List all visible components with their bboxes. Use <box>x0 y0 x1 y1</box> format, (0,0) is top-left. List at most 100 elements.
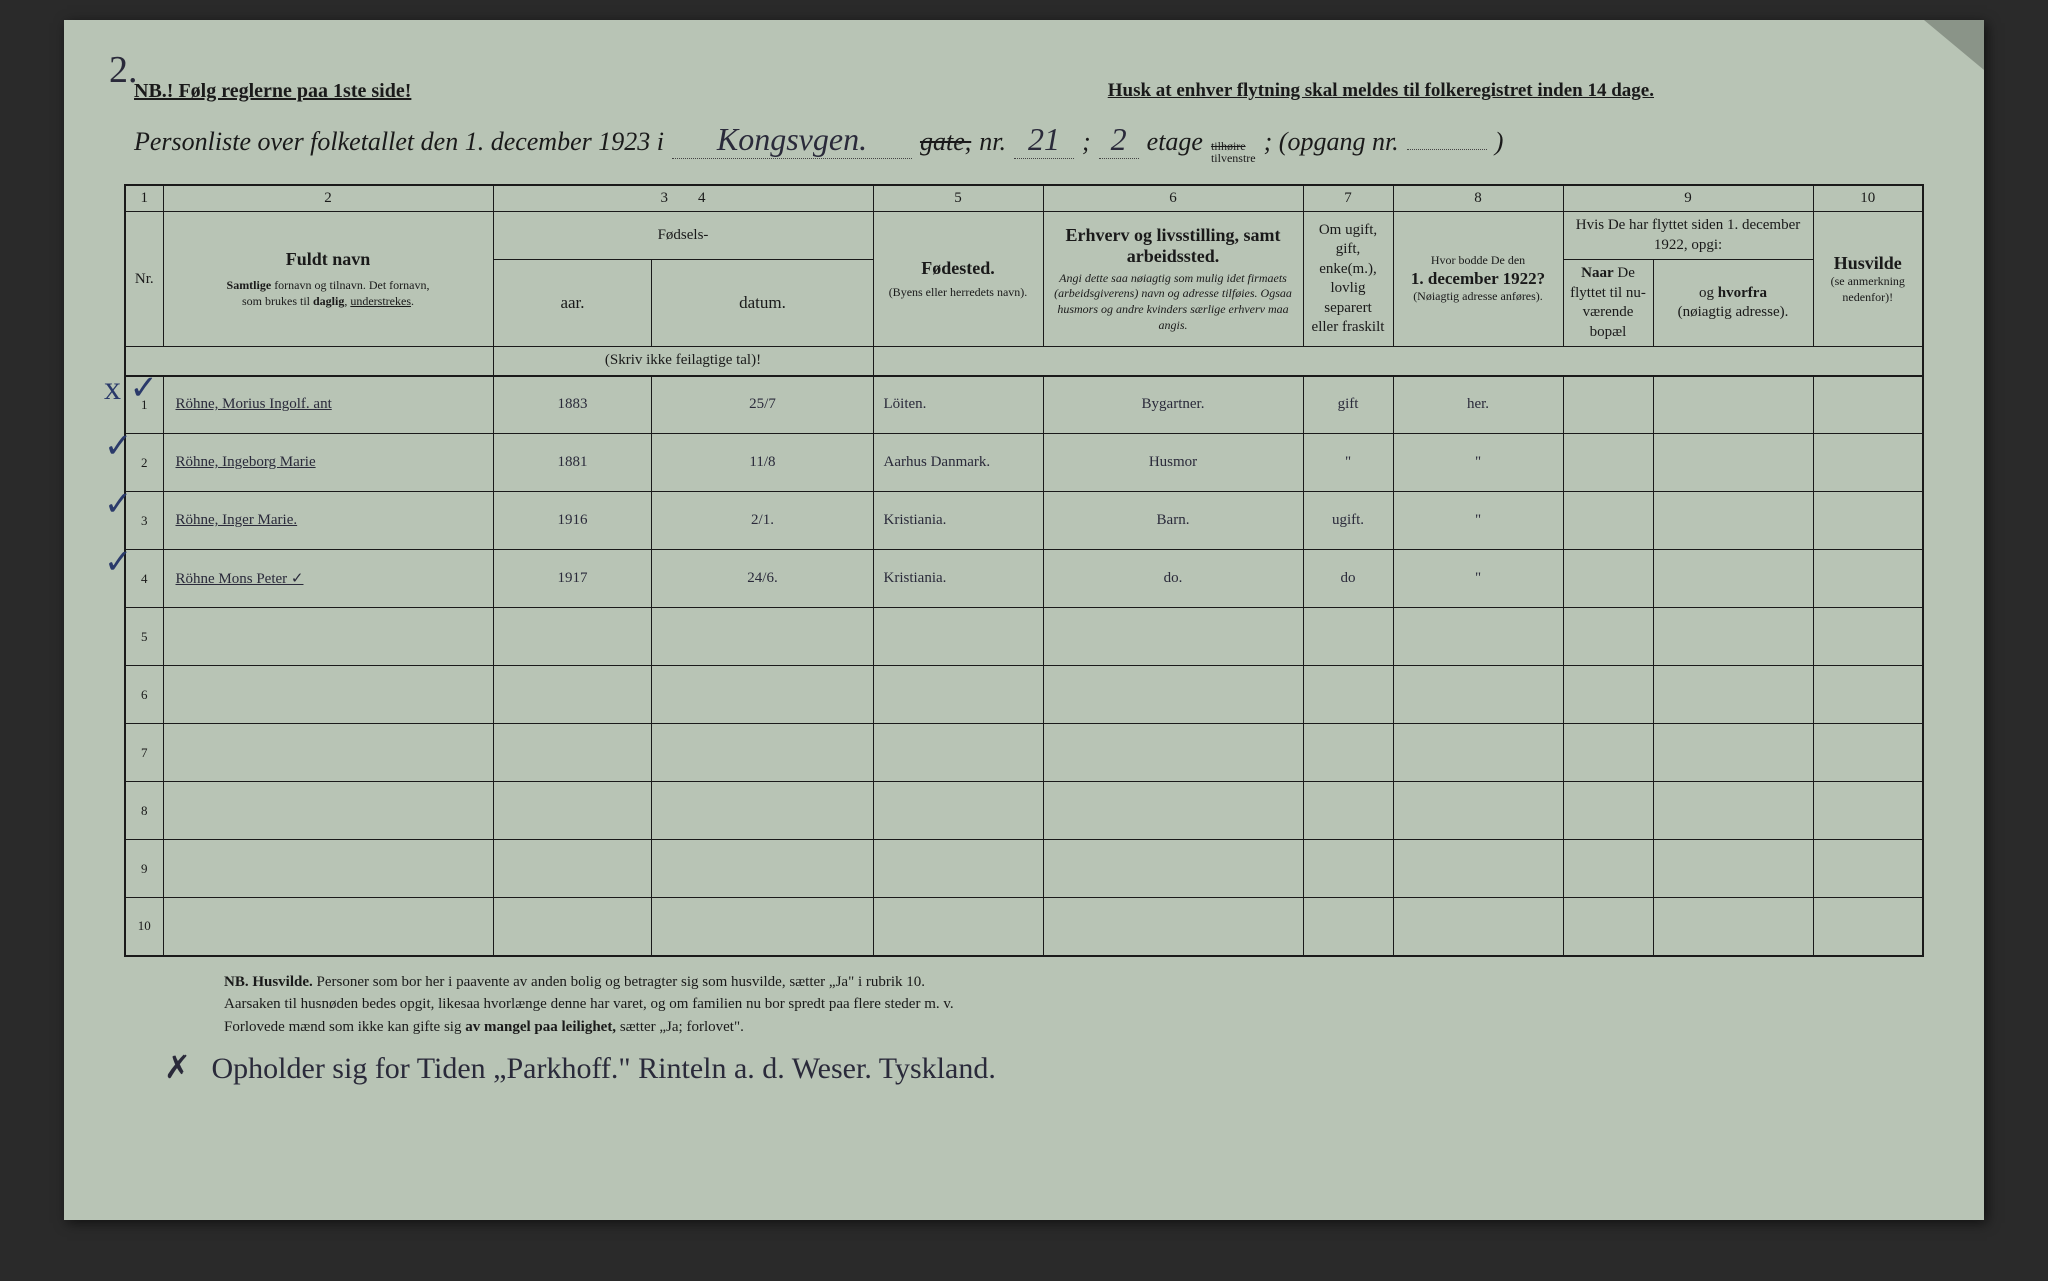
footer-notes: NB. Husvilde. Personer som bor her i paa… <box>124 971 1924 1039</box>
cell-aar <box>493 724 652 782</box>
hdr-hvorfra: og hvorfra(nøiagtig adresse). <box>1653 260 1813 347</box>
cell-naar <box>1563 376 1653 434</box>
cell-hvorfra <box>1653 666 1813 724</box>
cell-erhverv <box>1043 898 1303 956</box>
x-mark-icon: ✗ <box>164 1048 204 1086</box>
colnum-1: 1 <box>125 185 163 212</box>
cell-naar <box>1563 724 1653 782</box>
cell-aar: 1883 <box>493 376 652 434</box>
table-body: 1 Röhne, Morius Ingolf. ant 1883 25/7 Lö… <box>125 376 1923 956</box>
cell-datum <box>652 782 873 840</box>
cell-fodested: Aarhus Danmark. <box>873 434 1043 492</box>
colnum-9: 9 <box>1563 185 1813 212</box>
cell-sivil: ugift. <box>1303 492 1393 550</box>
hdr-aar: aar. <box>493 260 652 347</box>
cell-husvilde <box>1813 376 1923 434</box>
hdr-aar-sub: (Skriv ikke feilagtige tal)! <box>493 347 873 376</box>
title-line: Personliste over folketallet den 1. dece… <box>124 121 1924 164</box>
cell-erhverv: Barn. <box>1043 492 1303 550</box>
opgang-value <box>1407 149 1487 150</box>
cell-hvorfra <box>1653 782 1813 840</box>
cell-fodested <box>873 782 1043 840</box>
cell-sivil <box>1303 666 1393 724</box>
cell-datum <box>652 608 873 666</box>
row-checkmark-icon: x ✓ <box>104 368 158 408</box>
note-line-1: NB. Husvilde. Personer som bor her i paa… <box>224 971 1924 994</box>
cell-fodested: Kristiania. <box>873 550 1043 608</box>
cell-erhverv <box>1043 666 1303 724</box>
row-number: 8 <box>125 782 163 840</box>
table-row: 3 Röhne, Inger Marie. 1916 2/1. Kristian… <box>125 492 1923 550</box>
page-number: 2. <box>109 48 138 92</box>
cell-bodde: " <box>1393 550 1563 608</box>
cell-erhverv: do. <box>1043 550 1303 608</box>
cell-bodde <box>1393 608 1563 666</box>
cell-husvilde <box>1813 666 1923 724</box>
hdr-fodsels: Fødsels- <box>493 212 873 260</box>
etage-value: 2 <box>1099 121 1139 159</box>
hdr-erhverv-main: Erhverv og livsstilling, samt arbeidsste… <box>1050 225 1297 267</box>
table-row: 2 Röhne, Ingeborg Marie 1881 11/8 Aarhus… <box>125 434 1923 492</box>
cell-sivil <box>1303 724 1393 782</box>
cell-husvilde <box>1813 492 1923 550</box>
opgang-end: ) <box>1495 127 1504 157</box>
nr-label: nr. <box>979 127 1006 157</box>
hdr-bodde-sub: (Nøiagtig adresse anføres). <box>1400 289 1557 305</box>
table-row: 6 <box>125 666 1923 724</box>
cell-datum <box>652 724 873 782</box>
cell-hvorfra <box>1653 376 1813 434</box>
cell-aar <box>493 898 652 956</box>
hdr-datum-main: datum. <box>658 293 866 313</box>
cell-naar <box>1563 782 1653 840</box>
cell-fodested <box>873 608 1043 666</box>
cell-bodde <box>1393 666 1563 724</box>
row-number: 10 <box>125 898 163 956</box>
cell-navn <box>163 666 493 724</box>
cell-datum: 25/7 <box>652 376 873 434</box>
row-number: 5 <box>125 608 163 666</box>
cell-hvorfra <box>1653 840 1813 898</box>
row-checkmark-icon: ✓ <box>104 484 133 524</box>
cell-navn <box>163 782 493 840</box>
table-row: 4 Röhne Mons Peter ✓ 1917 24/6. Kristian… <box>125 550 1923 608</box>
gate-label: gate, <box>920 127 971 157</box>
bottom-note-text: Opholder sig for Tiden „Parkhoff." Rinte… <box>212 1052 996 1085</box>
page-corner-fold <box>1924 20 1984 70</box>
census-table: 1 2 3 4 5 6 7 8 9 10 Nr. Fuldt navn Samt… <box>124 184 1924 957</box>
cell-naar <box>1563 492 1653 550</box>
cell-erhverv <box>1043 608 1303 666</box>
cell-sivil: " <box>1303 434 1393 492</box>
cell-navn: Röhne, Ingeborg Marie <box>163 434 493 492</box>
etage-label: etage <box>1147 127 1203 157</box>
cell-naar <box>1563 550 1653 608</box>
nb-husvilde: NB. Husvilde. <box>224 974 313 990</box>
cell-erhverv <box>1043 782 1303 840</box>
cell-navn <box>163 898 493 956</box>
cell-naar <box>1563 898 1653 956</box>
cell-bodde: her. <box>1393 376 1563 434</box>
colnum-2: 2 <box>163 185 493 212</box>
cell-datum <box>652 840 873 898</box>
cell-sivil <box>1303 782 1393 840</box>
cell-hvorfra <box>1653 898 1813 956</box>
cell-fodested: Löiten. <box>873 376 1043 434</box>
cell-hvorfra <box>1653 550 1813 608</box>
hdr-bodde-a: Hvor bodde De den <box>1400 253 1557 269</box>
cell-navn: Röhne, Morius Ingolf. ant <box>163 376 493 434</box>
bottom-handwritten-note: ✗ Opholder sig for Tiden „Parkhoff." Rin… <box>124 1048 1924 1086</box>
hdr-navn-main: Fuldt navn <box>170 249 487 270</box>
cell-aar: 1881 <box>493 434 652 492</box>
table-row: 10 <box>125 898 1923 956</box>
nb-instruction: NB.! Følg reglerne paa 1ste side! <box>134 80 411 103</box>
cell-aar <box>493 666 652 724</box>
table-row: 8 <box>125 782 1923 840</box>
side-stack: tilhøire tilvenstre <box>1211 140 1256 164</box>
colnum-5: 5 <box>873 185 1043 212</box>
colnum-7: 7 <box>1303 185 1393 212</box>
cell-husvilde <box>1813 840 1923 898</box>
hdr-nr: Nr. <box>125 212 163 347</box>
cell-datum: 2/1. <box>652 492 873 550</box>
cell-datum <box>652 666 873 724</box>
census-page: 2. NB.! Følg reglerne paa 1ste side! Hus… <box>64 20 1984 1220</box>
cell-bodde <box>1393 840 1563 898</box>
